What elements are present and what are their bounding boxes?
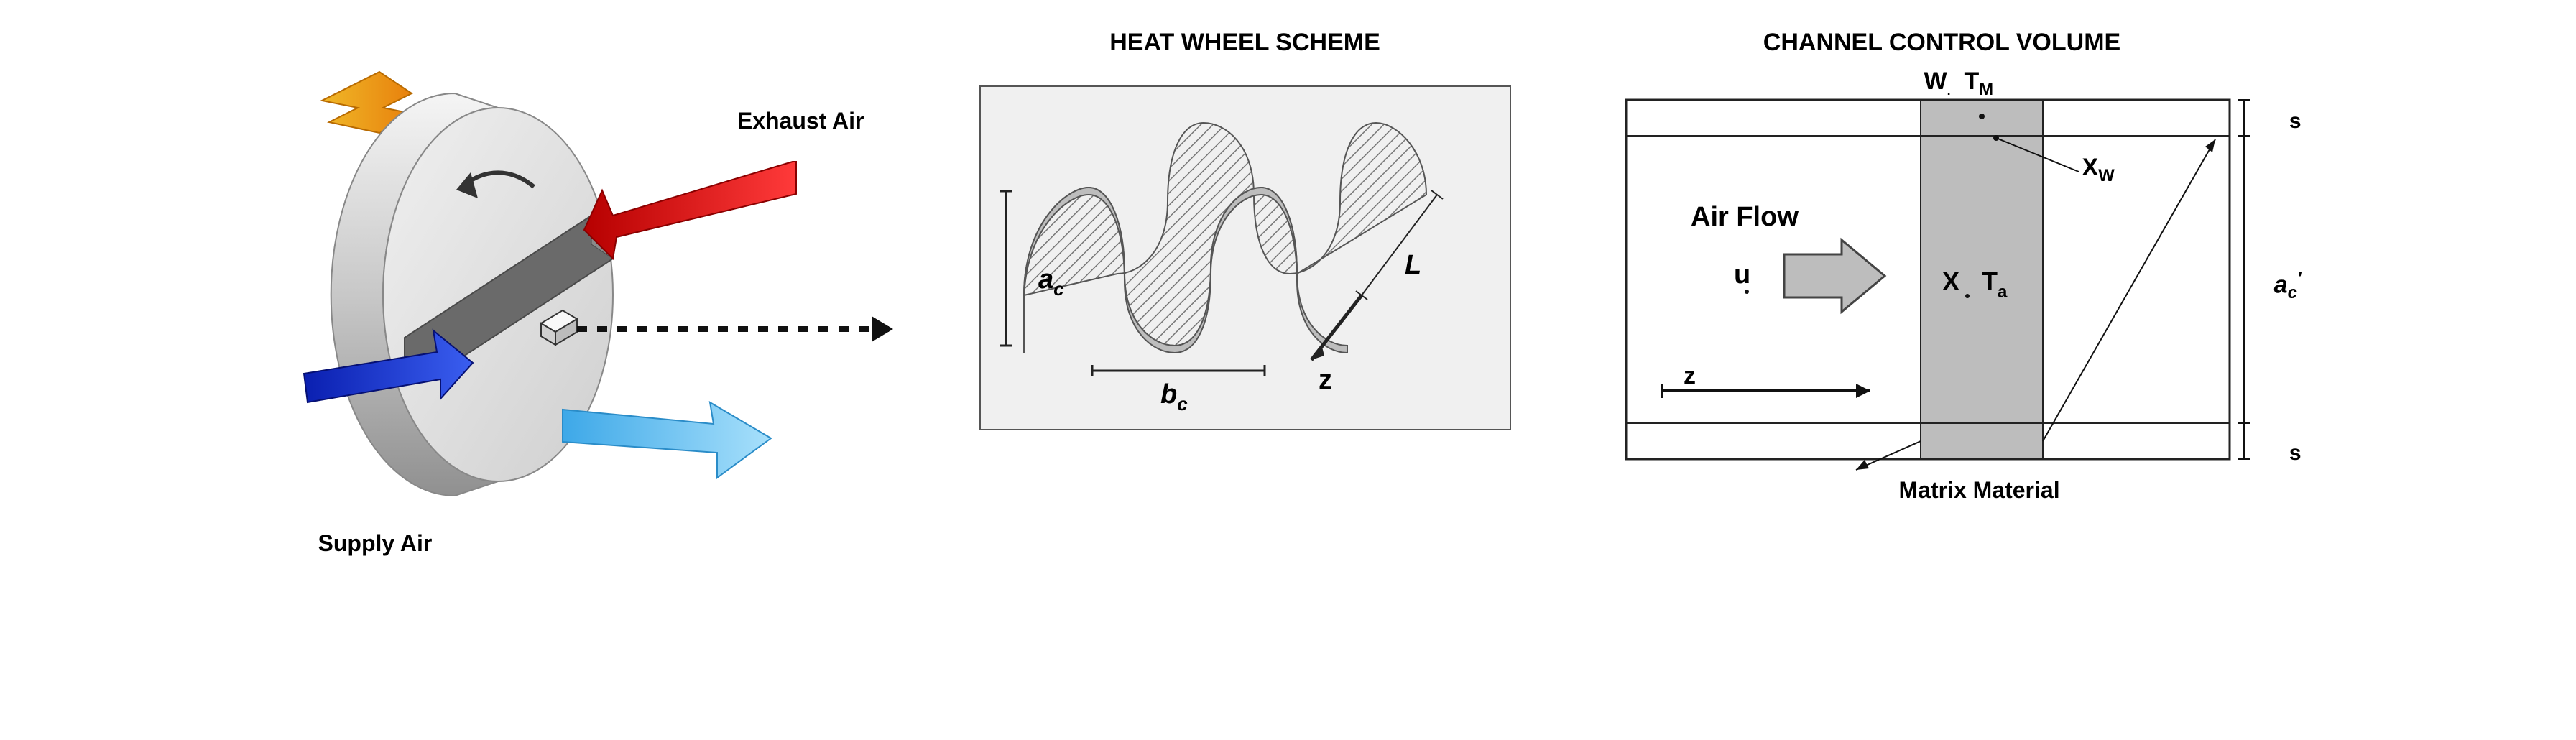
W-TM-label: W. TM xyxy=(1924,68,1994,100)
heat-wheel-panel: Exhaust Air xyxy=(275,29,908,557)
matrix-material-label: Matrix Material xyxy=(1899,477,2060,504)
XW-X: X xyxy=(2082,154,2099,181)
z-label-cv: z xyxy=(1684,362,1696,389)
scheme-panel: HEAT WHEEL SCHEME xyxy=(951,29,1540,430)
supply-out-arrow xyxy=(563,402,771,478)
s-bottom-label: s xyxy=(2289,441,2302,466)
s-top-label: s xyxy=(2289,109,2302,134)
Ta-T: T xyxy=(1982,267,1998,296)
control-volume-panel: CHANNEL CONTROL VOLUME W. TM s ac' s xyxy=(1583,29,2302,527)
svg-text:X: X xyxy=(1942,267,1959,296)
ac-prime-label: ac' xyxy=(2274,269,2302,303)
L-label: L xyxy=(1405,250,1421,280)
cv-title: CHANNEL CONTROL VOLUME xyxy=(1583,29,2302,57)
cv-svg: Air Flow u X Ta z xyxy=(1583,68,2302,527)
bc-label: b xyxy=(1160,379,1177,410)
scheme-box: ac bc L z xyxy=(979,85,1511,430)
scheme-svg: ac bc L z xyxy=(981,87,1513,432)
ac-a: a xyxy=(2274,271,2288,298)
TM-sub: M xyxy=(1979,80,1993,99)
svg-text:bc: bc xyxy=(1160,379,1188,415)
ac-sub: c xyxy=(1053,278,1064,300)
ac-sup: ' xyxy=(2297,269,2302,288)
X-label: X xyxy=(1942,267,1959,296)
XW-label: XW xyxy=(2082,154,2115,186)
scheme-title: HEAT WHEEL SCHEME xyxy=(951,29,1540,57)
bc-sub: c xyxy=(1177,393,1188,415)
supply-air-label: Supply Air xyxy=(318,530,433,557)
ac-sub2: c xyxy=(2288,283,2297,302)
airflow-label: Air Flow xyxy=(1691,202,1799,232)
W-label: W xyxy=(1924,68,1947,95)
u-label: u xyxy=(1734,259,1750,290)
XW-sub: W xyxy=(2098,166,2114,185)
Ta-sub: a xyxy=(1998,282,2008,302)
z-label-scheme: z xyxy=(1319,365,1332,395)
exhaust-air-label: Exhaust Air xyxy=(737,108,864,134)
exhaust-in-arrow xyxy=(584,162,796,259)
ac-label: a xyxy=(1038,264,1053,295)
TM-T: T xyxy=(1965,68,1980,95)
